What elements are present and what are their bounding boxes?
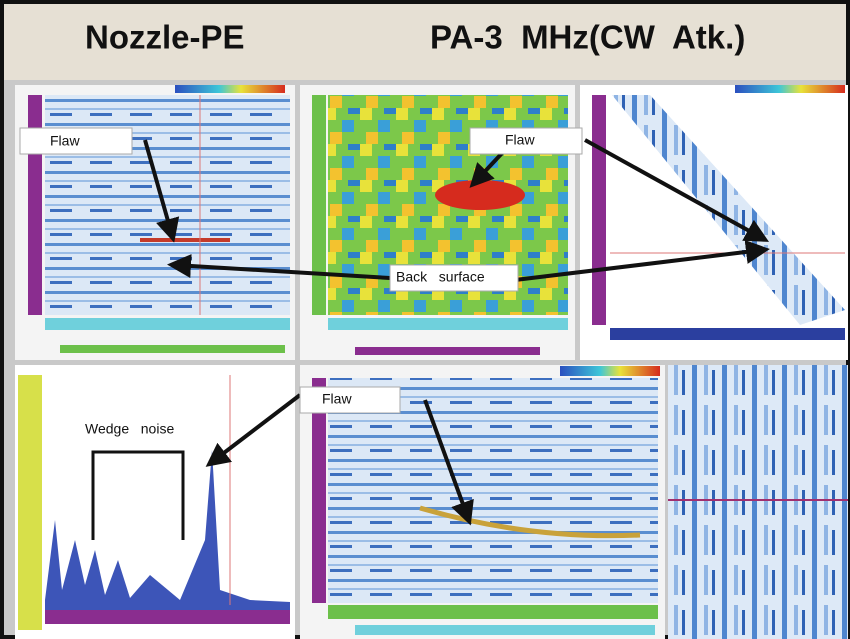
color-scale: [175, 85, 285, 93]
color-scale: [735, 85, 845, 93]
scroll-bar: [328, 605, 658, 619]
annotation: Flaw: [505, 132, 535, 148]
flaw-indication: [435, 180, 525, 210]
side-bar: [18, 375, 42, 630]
annotation: Wedge noise: [85, 421, 174, 437]
scroll-bar: [45, 318, 290, 330]
color-scale: [560, 366, 660, 376]
annotation: Flaw: [50, 133, 80, 149]
annotation: Flaw: [322, 391, 352, 407]
title-right: PA-3 MHz(CW Atk.): [430, 19, 745, 56]
side-bar: [312, 95, 326, 315]
slider: [60, 345, 285, 353]
scroll-bar: [610, 328, 845, 340]
panel: [668, 365, 848, 639]
scroll-bar: [45, 610, 290, 624]
side-bar: [592, 95, 606, 325]
scroll-bar: [328, 318, 568, 330]
slider: [355, 625, 655, 635]
screenshot: Nozzle-PE PA-3 MHz(CW Atk.) Flaw: [0, 0, 850, 639]
slider: [355, 347, 540, 355]
annotation: Back surface: [396, 269, 485, 285]
title-left: Nozzle-PE: [85, 19, 245, 56]
